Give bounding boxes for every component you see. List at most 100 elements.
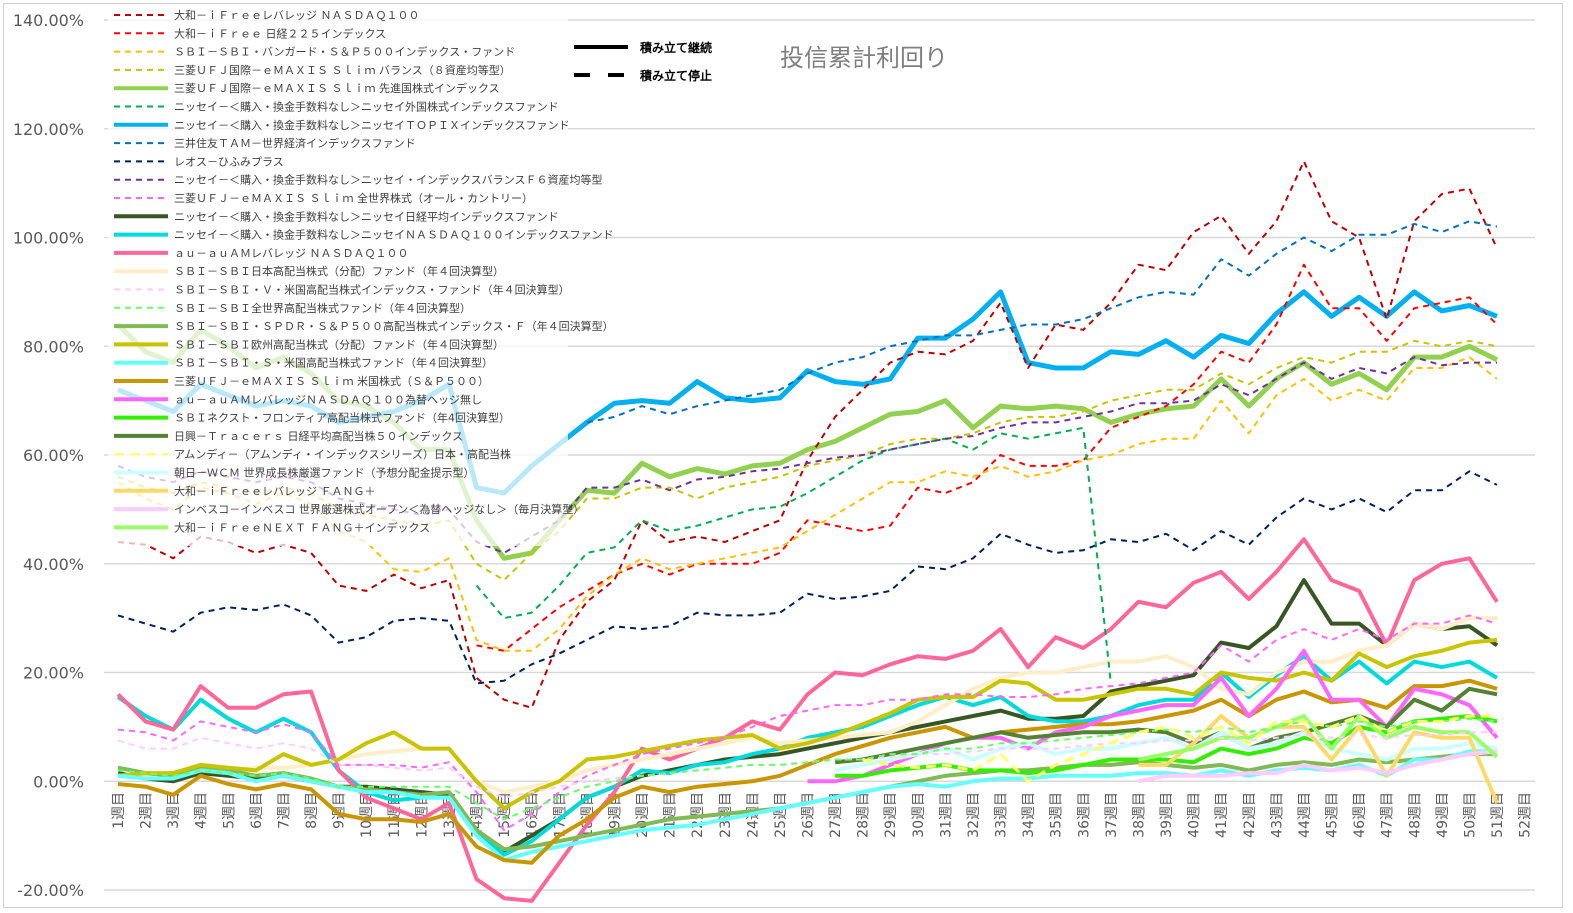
x-tick-label: 12週目 bbox=[414, 792, 430, 838]
series-line bbox=[1138, 714, 1499, 804]
x-tick-label: 26週目 bbox=[801, 792, 817, 838]
legend-label: ＳＢＩネクスト・フロンティア高配当株式ファンド（年4回決算型） bbox=[174, 411, 510, 425]
x-tick-label: 21週目 bbox=[663, 792, 679, 838]
x-tick-label: 34週目 bbox=[1021, 792, 1037, 838]
x-tick-label: 37週目 bbox=[1104, 792, 1120, 838]
x-tick-label: 52週目 bbox=[1518, 792, 1534, 838]
legend-label: ＳＢＩ－ＳＢＩ全世界高配当株式ファンド（年４回決算型） bbox=[174, 301, 471, 315]
x-tick-label: 36週目 bbox=[1076, 792, 1092, 838]
x-tick-label: 41週目 bbox=[1214, 792, 1230, 838]
series-line bbox=[117, 678, 1498, 865]
series-line bbox=[117, 717, 1498, 821]
series-line bbox=[117, 339, 1498, 582]
x-tick-label: 10週目 bbox=[359, 792, 375, 838]
legend-label: インベスコ－インベスコ 世界厳選株式オープン＜為替ヘッジなし＞（毎月決算型） bbox=[174, 502, 584, 516]
legend-label: 三井住友ＴＡＭ－世界経済インデックスファンド bbox=[174, 136, 416, 150]
x-tick-label: 49週目 bbox=[1435, 792, 1451, 838]
x-tick-label: 6週目 bbox=[249, 792, 265, 829]
legend-label: ａｕ－ａｕＡＭレバレッジＮＡＳＤＡＱ１００為替ヘッジ無し bbox=[174, 392, 482, 406]
series-line bbox=[117, 356, 1497, 554]
x-tick-label: 40週目 bbox=[1187, 792, 1203, 838]
x-tick-label: 15週目 bbox=[497, 792, 513, 838]
legend-label: ニッセイ－＜購入・換金手数料なし＞ニッセイＴＯＰＩＸインデックスファンド bbox=[174, 118, 570, 132]
series-line bbox=[476, 263, 1498, 652]
x-tick-label: 42週目 bbox=[1242, 792, 1258, 838]
style-legend-label: 積み立て継続 bbox=[639, 40, 712, 55]
series-line bbox=[117, 731, 1497, 799]
x-tick-label: 19週目 bbox=[607, 792, 623, 838]
x-tick-label: 2週目 bbox=[139, 792, 155, 829]
x-tick-label: 33週目 bbox=[994, 792, 1010, 838]
x-tick-label: 44週目 bbox=[1297, 792, 1313, 838]
legend-label: 大和－ｉＦｒｅｅ 日経２２５インデックス bbox=[174, 26, 386, 40]
series-line bbox=[117, 470, 1498, 685]
x-tick-label: 50週目 bbox=[1462, 792, 1478, 838]
y-tick-label: 20.00% bbox=[23, 664, 84, 683]
series-line bbox=[1138, 749, 1498, 784]
y-tick-label: 80.00% bbox=[23, 337, 84, 356]
x-tick-label: 29週目 bbox=[883, 792, 899, 838]
legend-label: ＳＢＩ－ＳＢＩ・Ｓ・米国高配当株式ファンド（年４回決算型） bbox=[174, 356, 493, 370]
x-tick-label: 8週目 bbox=[304, 792, 320, 829]
x-tick-label: 25週目 bbox=[773, 792, 789, 838]
legend-label: ＳＢＩ－ＳＢＩ・ＳＰＤＲ・Ｓ＆Ｐ５００高配当株式インデックス・Ｆ（年４回決算型） bbox=[174, 319, 614, 333]
legend-label: 三菱ＵＦＪ－ｅＭＡＸＩＳ Ｓｌｉｍ 全世界株式（オール・カントリー） bbox=[174, 191, 533, 205]
legend-label: ＳＢＩ－ＳＢＩ・バンガード・Ｓ＆Ｐ５００インデックス・ファンド bbox=[174, 45, 515, 59]
legend-label: レオス－ひふみプラス bbox=[174, 155, 284, 168]
x-tick-label: 46週目 bbox=[1352, 792, 1368, 838]
x-tick-label: 9週目 bbox=[332, 792, 348, 829]
legend-label: 三菱ＵＦＪ国際－ｅＭＡＸＩＳ Ｓｌｉｍ 先進国株式インデックス bbox=[174, 81, 500, 95]
y-tick-label: 60.00% bbox=[23, 446, 84, 465]
x-tick-label: 11週目 bbox=[387, 792, 403, 838]
x-tick-label: 48週目 bbox=[1407, 792, 1423, 838]
series-line bbox=[117, 637, 1498, 811]
series-line bbox=[116, 537, 1499, 903]
legend-label: 朝日－ＷＣＭ 世界成長株厳選ファンド（予想分配金提示型） bbox=[174, 466, 475, 480]
legend-label: ＳＢＩ－ＳＢＩ日本高配当株式（分配）ファンド（年４回決算型） bbox=[174, 264, 504, 278]
legend-label: 大和－ｉＦｒｅｅレバレッジ ＮＡＳＤＡＱ１００ bbox=[174, 8, 420, 22]
x-tick-label: 38週目 bbox=[1131, 792, 1147, 838]
x-tick-label: 4週目 bbox=[194, 792, 210, 829]
x-tick-label: 45週目 bbox=[1325, 792, 1341, 838]
legend-label: ＳＢＩ－ＳＢＩ欧州高配当株式（分配）ファンド（年４回決算型） bbox=[174, 337, 504, 351]
legend-label: 三菱ＵＦＪ国際－ｅＭＡＸＩＳ Ｓｌｉｍ バランス（８資産均等型） bbox=[174, 63, 511, 77]
series-lines bbox=[116, 160, 1499, 903]
x-tick-label: 16週目 bbox=[525, 792, 541, 838]
x-tick-label: 39週目 bbox=[1159, 792, 1175, 838]
series-line bbox=[117, 356, 1498, 652]
x-tick-label: 51週目 bbox=[1490, 792, 1506, 838]
series-line bbox=[862, 714, 1497, 783]
y-tick-label: -20.00% bbox=[17, 881, 84, 900]
series-line bbox=[117, 614, 1498, 832]
x-tick-label: 1週目 bbox=[111, 792, 127, 829]
legend: 大和－ｉＦｒｅｅレバレッジ ＮＡＳＤＡＱ１００ 大和－ｉＦｒｅｅ 日経２２５インデ… bbox=[108, 6, 614, 546]
legend-label: 大和－ｉＦｒｅｅＮＥＸＴ ＦＡＮＧ＋インデックス bbox=[174, 520, 430, 534]
x-tick-label: 47週目 bbox=[1380, 792, 1396, 838]
legend-label: ニッセイ－＜購入・換金手数料なし＞ニッセイ・インデックスバランスＦ６資産均等型 bbox=[174, 173, 602, 187]
y-tick-label: 40.00% bbox=[23, 555, 84, 574]
y-tick-label: 120.00% bbox=[13, 120, 84, 139]
y-tick-label: 0.00% bbox=[33, 772, 84, 791]
legend-label: ニッセイ－＜購入・換金手数料なし＞ニッセイＮＡＳＤＡＱ１００インデックスファンド bbox=[174, 228, 614, 242]
x-tick-label: 28週目 bbox=[856, 792, 872, 838]
x-tick-label: 3週目 bbox=[166, 792, 182, 829]
legend-label: ａｕ－ａｕＡＭレバレッジ ＮＡＳＤＡＱ１００ bbox=[174, 247, 409, 260]
series-line bbox=[834, 686, 1498, 765]
x-tick-label: 43週目 bbox=[1269, 792, 1285, 838]
x-tick-label: 7週目 bbox=[276, 792, 292, 829]
series-line bbox=[586, 220, 1498, 424]
legend-label: 日興－Ｔｒａｃｅｒｓ 日経平均高配当株５０インデックス bbox=[174, 429, 463, 443]
series-line bbox=[475, 426, 1112, 684]
chart-title: 投信累計利回り bbox=[780, 44, 948, 72]
style-legend-label: 積み立て停止 bbox=[639, 68, 712, 83]
x-tick-label: 32週目 bbox=[966, 792, 982, 838]
legend-background bbox=[108, 6, 568, 546]
x-tick-label: 30週目 bbox=[911, 792, 927, 838]
series-line bbox=[1138, 714, 1499, 762]
y-axis-ticks: 140.00% 120.00% 100.00% 80.00% 60.00% 40.00% 2… bbox=[13, 11, 84, 900]
legend-label: アムンディ－（アムンディ・インデックスシリーズ）日本・高配当株 bbox=[174, 447, 511, 461]
legend-label: ＳＢＩ－ＳＢＩ・Ｖ・米国高配当株式インデックス・ファンド（年４回決算型） bbox=[174, 283, 570, 297]
legend-label: ニッセイ－＜購入・換金手数料なし＞ニッセイ外国株式インデックスファンド bbox=[174, 100, 559, 114]
